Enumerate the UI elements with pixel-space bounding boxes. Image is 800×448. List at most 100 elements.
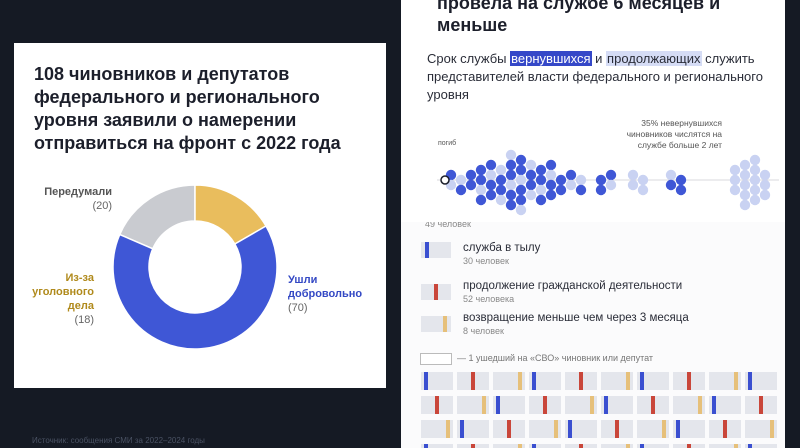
- beeswarm-dot: [515, 194, 527, 206]
- subtitle: Срок службы вернувшихся и продолжающих с…: [427, 50, 777, 104]
- beeswarm-dot: [739, 189, 751, 201]
- partial-count: 49 человек: [425, 222, 471, 229]
- label-changed-mind: Передумали (20): [32, 185, 112, 213]
- beeswarm-dot: [525, 179, 537, 191]
- source-note: Источник: сообщения СМИ за 2022–2024 год…: [32, 436, 205, 445]
- subtitle-part: Срок службы: [427, 51, 507, 66]
- beeswarm-dot: [475, 194, 487, 206]
- beeswarm-dot: [759, 179, 771, 191]
- grid-cell-bar: [748, 372, 752, 390]
- beeswarm-dot: [455, 184, 467, 196]
- grid-cell-bar: [759, 396, 763, 414]
- grid-cell: [421, 444, 453, 448]
- beeswarm-dot: [485, 179, 497, 191]
- grid-cell: [565, 396, 597, 414]
- grid-cell: [637, 372, 669, 390]
- beeswarm-dot: [739, 159, 751, 171]
- beeswarm-dot: [525, 169, 537, 181]
- legend-swatch-return: [421, 316, 451, 332]
- grid-cell: [745, 420, 777, 438]
- beeswarm-dot: [505, 189, 517, 201]
- beeswarm-dot: [575, 174, 587, 186]
- beeswarm-dot: [535, 164, 547, 176]
- beeswarm-dot: [535, 184, 547, 196]
- grid-cell-bar: [482, 396, 486, 414]
- beeswarm-dot: [505, 179, 517, 191]
- label-count: (20): [92, 200, 112, 212]
- died-label: погиб: [438, 140, 457, 147]
- grid-cell: [457, 396, 489, 414]
- beeswarm-dot: [749, 164, 761, 176]
- beeswarm-dot: [565, 179, 577, 191]
- grid-cell-bar: [698, 396, 702, 414]
- grid-cell: [601, 372, 633, 390]
- beeswarm-dot: [505, 199, 517, 211]
- grid-cell-bar: [662, 420, 666, 438]
- grid-cell-bar: [471, 444, 475, 448]
- beeswarm-dot: [525, 159, 537, 171]
- label-criminal-case: Из-за уголовного дела (18): [32, 271, 94, 327]
- grid-cell: [493, 444, 525, 448]
- grid-cell: [745, 372, 777, 390]
- beeswarm-dot: [455, 174, 467, 186]
- beeswarm-dot: [525, 189, 537, 201]
- beeswarm-dot: [605, 179, 617, 191]
- grid-cell: [637, 444, 669, 448]
- beeswarm-dot: [475, 184, 487, 196]
- beeswarm-dot: [485, 189, 497, 201]
- beeswarm-chart: [437, 149, 779, 216]
- grid-cell: [529, 444, 561, 448]
- beeswarm-dot: [637, 184, 649, 196]
- died-marker: [440, 175, 450, 185]
- grid-cell: [421, 420, 453, 438]
- grid-unit-legend: — 1 ушедший на «СВО» чиновник или депута…: [457, 353, 654, 363]
- grid-cell: [601, 444, 633, 448]
- grid-unit-swatch: [420, 353, 452, 365]
- grid-cell: [529, 420, 561, 438]
- grid-cell: [745, 444, 777, 448]
- grid-cell-bar: [626, 372, 630, 390]
- grid-cell-bar: [579, 444, 583, 448]
- beeswarm-dot: [555, 174, 567, 186]
- grid-cell-bar: [518, 372, 522, 390]
- beeswarm-dot: [627, 179, 639, 191]
- grid-cell-bar: [640, 444, 644, 448]
- beeswarm-dot: [749, 194, 761, 206]
- beeswarm-dot: [595, 184, 607, 196]
- grid-cell: [565, 420, 597, 438]
- beeswarm-dot: [749, 154, 761, 166]
- label-name: Передумали: [44, 186, 112, 198]
- grid-cell-bar: [496, 396, 500, 414]
- beeswarm-dot: [465, 169, 477, 181]
- grid-cell: [709, 444, 741, 448]
- grid-cell-bar: [554, 420, 558, 438]
- grid-cell: [421, 372, 453, 390]
- grid-cell-bar: [734, 444, 738, 448]
- beeswarm-dot: [485, 159, 497, 171]
- grid-cell: [673, 396, 705, 414]
- legend-swatch-bar: [425, 242, 429, 258]
- subtitle-part: служить представителей власти федерально…: [427, 51, 763, 102]
- beeswarm-dot: [555, 184, 567, 196]
- beeswarm-dot: [495, 164, 507, 176]
- beeswarm-dot: [535, 174, 547, 186]
- beeswarm-dot: [495, 184, 507, 196]
- beeswarm-dot: [545, 159, 557, 171]
- grid-cell-bar: [424, 372, 428, 390]
- beeswarm-dot: [515, 164, 527, 176]
- outcome-grid-card: 49 человек служба в тылу 30 человек прод…: [401, 222, 785, 448]
- donut-slice-2: [112, 224, 278, 350]
- grid-cell: [709, 372, 741, 390]
- legend-label-return: возвращение меньше чем через 3 месяца: [463, 312, 689, 324]
- grid-cell: [709, 396, 741, 414]
- grid-cell-bar: [471, 372, 475, 390]
- label-volunteer: Ушли добровольно (70): [288, 273, 368, 315]
- beeswarm-dot: [495, 194, 507, 206]
- grid-cell-bar: [640, 372, 644, 390]
- legend-count-rear: 30 человек: [463, 256, 509, 266]
- beeswarm-dot: [749, 184, 761, 196]
- grid-cell-bar: [460, 420, 464, 438]
- beeswarm-dot: [739, 169, 751, 181]
- beeswarm-dot: [675, 184, 687, 196]
- grid-cell-bar: [676, 420, 680, 438]
